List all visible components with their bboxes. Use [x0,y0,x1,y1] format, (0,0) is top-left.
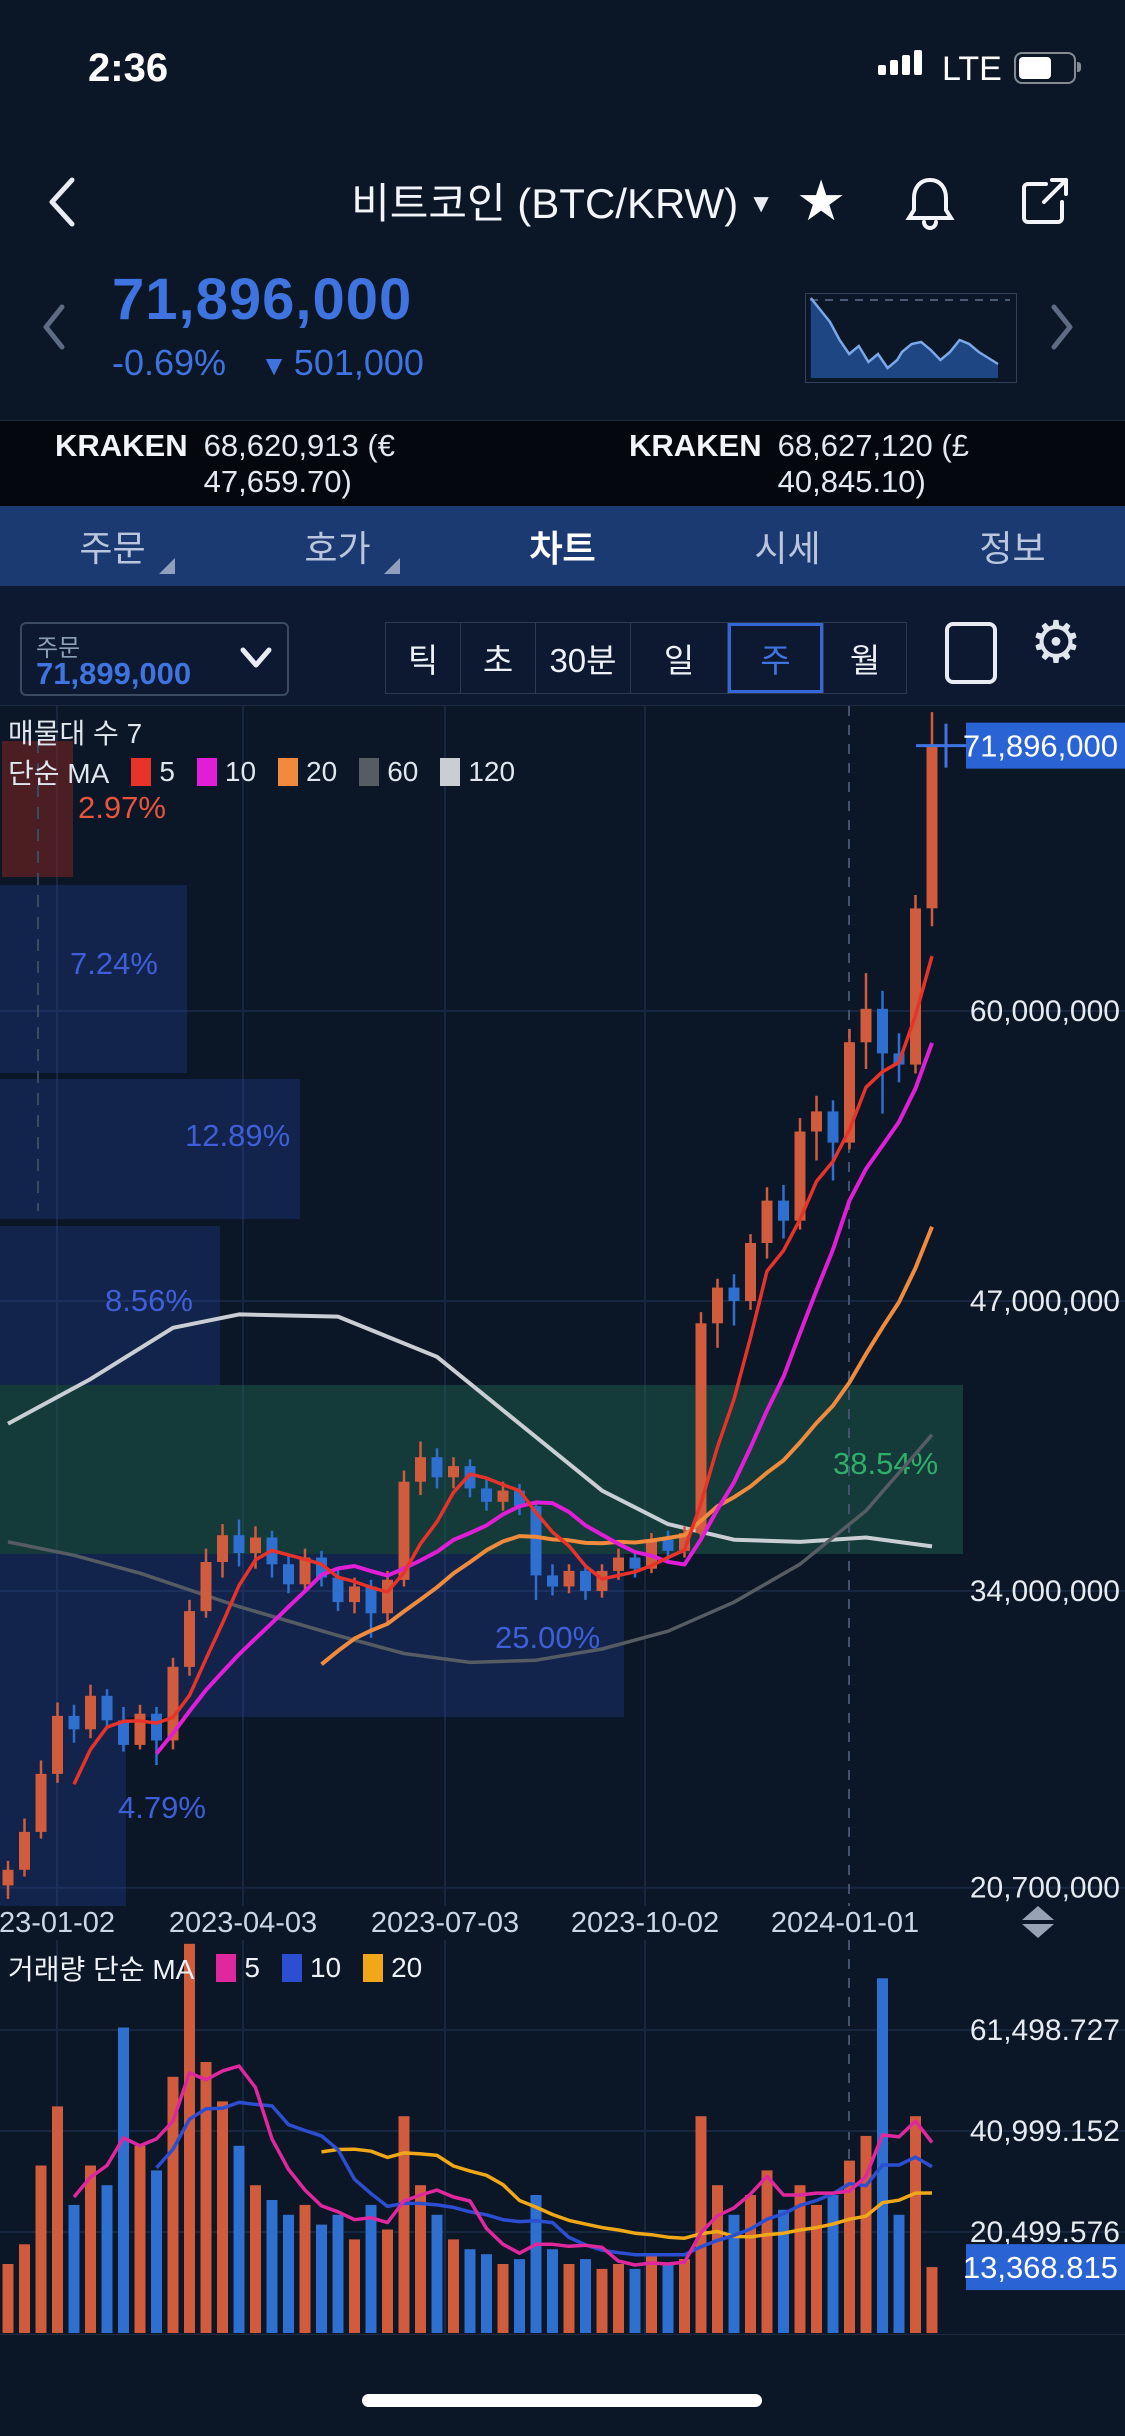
svg-text:38.54%: 38.54% [833,1446,938,1481]
chevron-down-icon [240,647,272,668]
order-label: 주문 [36,635,81,662]
tab-chart[interactable]: 차트 [529,528,596,569]
svg-text:61,498.727: 61,498.727 [970,2014,1120,2047]
svg-text:40,999.152: 40,999.152 [970,2115,1120,2148]
tab-market[interactable]: 시세 [754,528,821,569]
mini-sparkline [805,293,1017,383]
ma20-swatch [278,758,299,786]
favorite-star-icon[interactable]: ★ [796,169,847,232]
back-button[interactable] [30,170,94,234]
alert-bell-icon[interactable] [898,170,962,234]
vma5-swatch [216,1954,237,1982]
order-price-value: 71,899,000 [36,656,192,691]
down-triangle-icon: ▼ [260,350,288,381]
svg-text:8.56%: 8.56% [105,1283,193,1318]
svg-text:20,499.576: 20,499.576 [970,2216,1120,2249]
next-pair-chevron[interactable] [1048,302,1076,357]
ma5-swatch [131,758,152,786]
svg-text:71,896,000: 71,896,000 [963,729,1118,764]
ticker-left-value: 68,620,913 (€ 47,659.70) [203,428,395,499]
tab-quotes[interactable]: 호가 [225,506,450,586]
order-price-dropdown[interactable]: 주문 71,899,000 [20,622,289,696]
ticker-right-exchange: KRAKEN [629,428,762,463]
svg-text:12.89%: 12.89% [185,1118,290,1153]
chart-toolbar: 주문 71,899,000 틱 초 30분 일 주 월 [0,586,1125,705]
home-indicator[interactable] [362,2394,762,2407]
chart-style-button[interactable] [945,622,997,684]
svg-text:13,368.815: 13,368.815 [963,2250,1118,2285]
price-change: -0.69% ▼ 501,000 [112,342,424,384]
svg-text:7.24%: 7.24% [70,946,158,981]
ma10-swatch [196,758,217,786]
exchange-ticker-row: KRAKEN 68,620,913 (€ 47,659.70) KRAKEN 6… [0,420,1125,508]
date-axis[interactable]: 23-01-02 2023-04-03 2023-07-03 2023-10-02 20… [0,1905,1125,1940]
network-type-label: LTE [942,50,1002,88]
axis-expand-icon[interactable] [1022,1906,1054,1938]
svg-text:25.00%: 25.00% [495,1620,600,1655]
pair-title-label: 비트코인 (BTC/KRW) [351,180,739,227]
pair-dropdown-icon: ▼ [748,188,774,218]
volume-chart-pane[interactable]: 61,498.727 40,999.152 20,499.576 13,368.815 [0,1940,1125,2335]
interval-month[interactable]: 월 [849,642,881,679]
vma10-swatch [281,1954,302,1982]
battery-icon [1014,52,1081,84]
main-tabbar: 주문 호가 차트 시세 정보 [0,506,1125,586]
volume-ma-legend: 거래량 단순 MA 5 10 20 [8,1952,423,1985]
current-price: 71,896,000 [112,267,413,332]
vma20-swatch [363,1954,384,1982]
interval-30min[interactable]: 30분 [536,623,631,693]
svg-text:20,700,000: 20,700,000 [970,1872,1120,1905]
svg-text:60,000,000: 60,000,000 [970,995,1120,1028]
interval-second[interactable]: 초 [461,623,536,693]
svg-text:34,000,000: 34,000,000 [970,1575,1120,1608]
ma120-swatch [440,758,461,786]
ma60-swatch [359,758,380,786]
settings-gear-icon[interactable]: ⚙ [1030,610,1082,675]
ticker-right-value: 68,627,120 (£ 40,845.10) [777,428,969,499]
price-chart-pane[interactable]: 2.97% 7.24% 12.89% 8.56% 38.54% 25.00% 4.79% 71… [0,705,1125,1906]
svg-text:47,000,000: 47,000,000 [970,1285,1120,1318]
date-axis-label: 2023-07-03 [370,1907,520,1939]
prev-pair-chevron[interactable] [40,302,68,357]
ma-legend: 단순 MA 5 10 20 60 120 [8,756,516,789]
volume-profile-legend: 매물대 수 7 [8,718,143,749]
svg-text:2.97%: 2.97% [78,790,166,825]
signal-strength-icon [878,50,922,75]
interval-week[interactable]: 주 [728,623,824,693]
pair-title[interactable]: 비트코인 (BTC/KRW) ▼ [0,170,1125,231]
ticker-right: KRAKEN 68,627,120 (£ 40,845.10) [629,428,1125,500]
tab-corner-flag-icon [159,558,175,574]
change-amount: 501,000 [293,342,424,383]
tab-info[interactable]: 정보 [979,528,1046,569]
interval-day[interactable]: 일 [631,623,728,693]
ticker-left: KRAKEN 68,620,913 (€ 47,659.70) [55,428,551,500]
date-axis-label: 2023-04-03 [168,1907,318,1939]
change-percent: -0.69% [112,342,227,383]
date-axis-label: 2024-01-01 [770,1907,920,1939]
tab-corner-flag-icon [384,558,400,574]
date-axis-label: 2023-10-02 [570,1907,720,1939]
interval-button-group: 틱 초 30분 일 주 월 [385,622,907,694]
share-icon[interactable] [1012,170,1076,234]
status-time: 2:36 [88,46,169,90]
date-axis-label: 23-01-02 [0,1907,116,1939]
interval-tick[interactable]: 틱 [386,623,461,693]
ticker-left-exchange: KRAKEN [55,428,188,463]
tab-order[interactable]: 주문 [0,506,225,586]
svg-text:4.79%: 4.79% [118,1790,206,1825]
